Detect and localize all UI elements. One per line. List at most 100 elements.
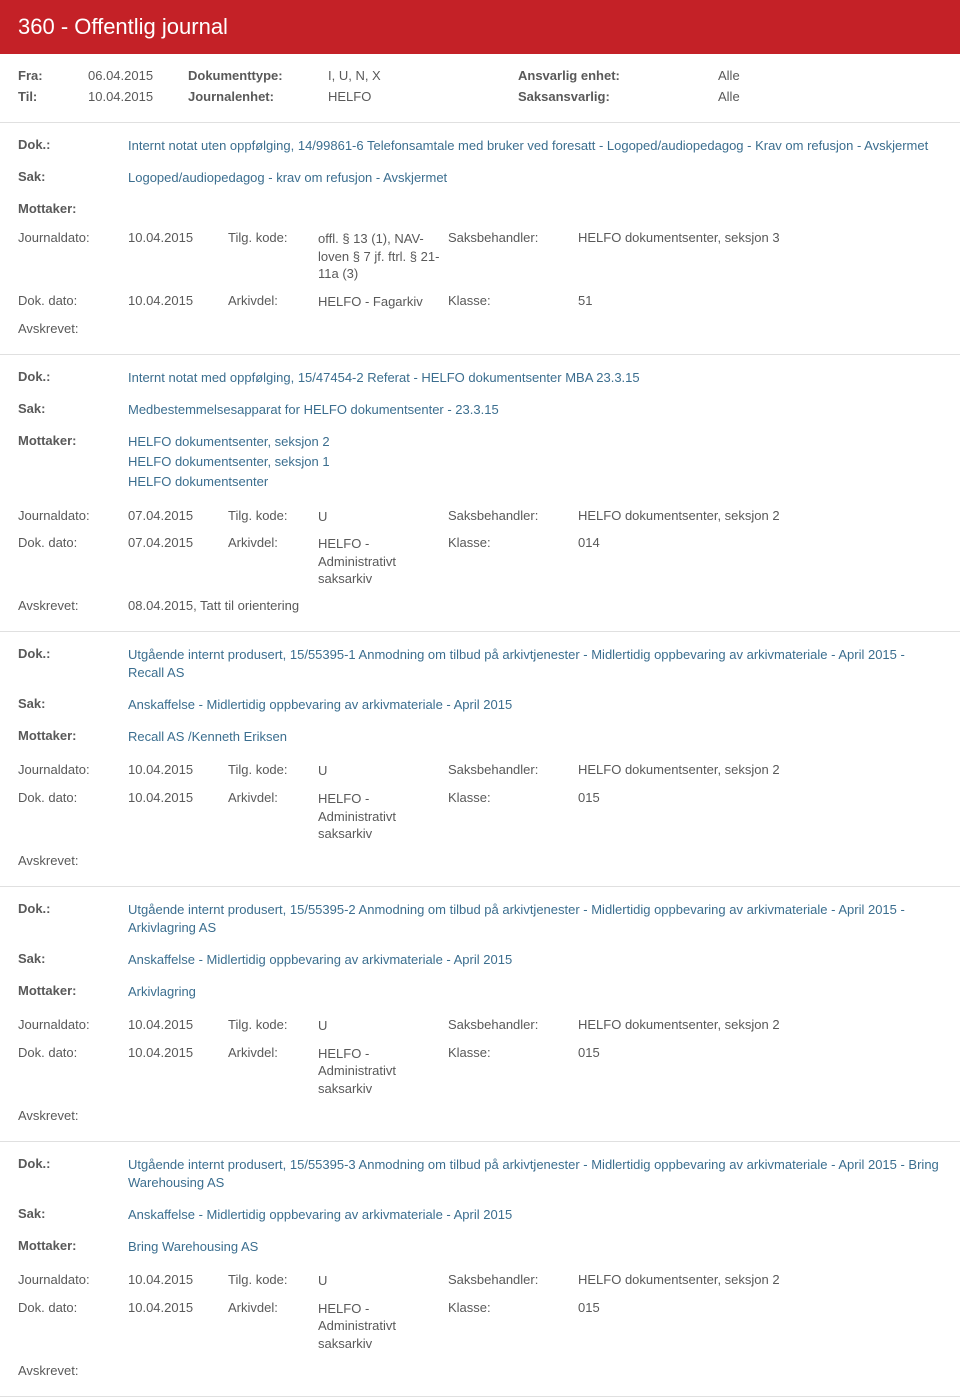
avskrevet-value — [128, 853, 942, 868]
klasse-label: Klasse: — [448, 1300, 578, 1315]
filter-row-2: Til: 10.04.2015 Journalenhet: HELFO Saks… — [18, 89, 942, 104]
mottaker-label: Mottaker: — [18, 201, 128, 216]
filter-saksansvarlig-value: Alle — [718, 89, 942, 104]
journaldato-label: Journaldato: — [18, 762, 128, 777]
avskrevet-value — [128, 1363, 942, 1378]
dokdato-value: 10.04.2015 — [128, 1045, 228, 1060]
avskrevet-label: Avskrevet: — [18, 1363, 128, 1378]
tilgkode-label: Tilg. kode: — [228, 230, 318, 245]
journal-entry: Dok.:Internt notat uten oppfølging, 14/9… — [0, 123, 960, 355]
journaldato-label: Journaldato: — [18, 508, 128, 523]
klasse-label: Klasse: — [448, 293, 578, 308]
sak-value: Logoped/audiopedagog - krav om refusjon … — [128, 169, 942, 187]
mottaker-line: HELFO dokumentsenter — [128, 473, 942, 491]
mottaker-value: Bring Warehousing AS — [128, 1238, 942, 1258]
dok-label: Dok.: — [18, 369, 128, 384]
tilgkode-label: Tilg. kode: — [228, 762, 318, 777]
journal-entry: Dok.:Internt notat med oppfølging, 15/47… — [0, 355, 960, 632]
mottaker-label: Mottaker: — [18, 983, 128, 998]
dok-value: Internt notat med oppfølging, 15/47454-2… — [128, 369, 942, 387]
filter-enhet-value: Alle — [718, 68, 942, 83]
sak-label: Sak: — [18, 1206, 128, 1221]
sak-label: Sak: — [18, 401, 128, 416]
klasse-label: Klasse: — [448, 535, 578, 550]
tilgkode-value: U — [318, 1017, 448, 1035]
filter-journalenhet-label: Journalenhet: — [188, 89, 328, 104]
avskrevet-label: Avskrevet: — [18, 598, 128, 613]
dokdato-label: Dok. dato: — [18, 1045, 128, 1060]
filter-enhet-label: Ansvarlig enhet: — [518, 68, 718, 83]
mottaker-label: Mottaker: — [18, 728, 128, 743]
dok-label: Dok.: — [18, 1156, 128, 1171]
sak-value: Medbestemmelsesapparat for HELFO dokumen… — [128, 401, 942, 419]
mottaker-value: Recall AS /Kenneth Eriksen — [128, 728, 942, 748]
klasse-label: Klasse: — [448, 790, 578, 805]
klasse-value: 014 — [578, 535, 942, 550]
filter-til-value: 10.04.2015 — [88, 89, 188, 104]
mottaker-value: HELFO dokumentsenter, seksjon 2 HELFO dok… — [128, 433, 942, 494]
saksbehandler-label: Saksbehandler: — [448, 1272, 578, 1287]
mottaker-line: HELFO dokumentsenter, seksjon 2 — [128, 433, 942, 451]
avskrevet-label: Avskrevet: — [18, 853, 128, 868]
tilgkode-value: U — [318, 508, 448, 526]
mottaker-label: Mottaker: — [18, 1238, 128, 1253]
sak-label: Sak: — [18, 696, 128, 711]
avskrevet-value — [128, 321, 942, 336]
saksbehandler-label: Saksbehandler: — [448, 1017, 578, 1032]
klasse-value: 015 — [578, 790, 942, 805]
journal-entry: Dok.:Utgående internt produsert, 15/5539… — [0, 632, 960, 887]
mottaker-label: Mottaker: — [18, 433, 128, 448]
journaldato-value: 10.04.2015 — [128, 762, 228, 777]
arkivdel-value: HELFO - Fagarkiv — [318, 293, 448, 311]
dok-value: Utgående internt produsert, 15/55395-3 A… — [128, 1156, 942, 1192]
saksbehandler-label: Saksbehandler: — [448, 230, 578, 245]
sak-value: Anskaffelse - Midlertidig oppbevaring av… — [128, 696, 942, 714]
sak-label: Sak: — [18, 951, 128, 966]
filter-saksansvarlig-label: Saksansvarlig: — [518, 89, 718, 104]
arkivdel-label: Arkivdel: — [228, 535, 318, 550]
dokdato-label: Dok. dato: — [18, 1300, 128, 1315]
journal-entry: Dok.:Utgående internt produsert, 15/5539… — [0, 1142, 960, 1397]
journaldato-label: Journaldato: — [18, 1272, 128, 1287]
journaldato-value: 10.04.2015 — [128, 230, 228, 245]
sak-value: Anskaffelse - Midlertidig oppbevaring av… — [128, 951, 942, 969]
dok-value: Utgående internt produsert, 15/55395-2 A… — [128, 901, 942, 937]
mottaker-line: Arkivlagring — [128, 983, 942, 1001]
dokdato-label: Dok. dato: — [18, 293, 128, 308]
tilgkode-label: Tilg. kode: — [228, 1272, 318, 1287]
journaldato-value: 10.04.2015 — [128, 1017, 228, 1032]
filter-fra-value: 06.04.2015 — [88, 68, 188, 83]
klasse-label: Klasse: — [448, 1045, 578, 1060]
filter-row-1: Fra: 06.04.2015 Dokumenttype: I, U, N, X… — [18, 68, 942, 83]
tilgkode-label: Tilg. kode: — [228, 508, 318, 523]
avskrevet-value: 08.04.2015, Tatt til orientering — [128, 598, 942, 613]
arkivdel-value: HELFO - Administrativt saksarkiv — [318, 535, 448, 588]
sak-value: Anskaffelse - Midlertidig oppbevaring av… — [128, 1206, 942, 1224]
tilgkode-label: Tilg. kode: — [228, 1017, 318, 1032]
dok-label: Dok.: — [18, 646, 128, 661]
dok-value: Utgående internt produsert, 15/55395-1 A… — [128, 646, 942, 682]
arkivdel-label: Arkivdel: — [228, 1300, 318, 1315]
filter-doktype-label: Dokumenttype: — [188, 68, 328, 83]
dok-value: Internt notat uten oppfølging, 14/99861-… — [128, 137, 942, 155]
journaldato-value: 10.04.2015 — [128, 1272, 228, 1287]
journal-entry: Dok.:Utgående internt produsert, 15/5539… — [0, 887, 960, 1142]
saksbehandler-value: HELFO dokumentsenter, seksjon 2 — [578, 508, 942, 523]
saksbehandler-value: HELFO dokumentsenter, seksjon 2 — [578, 762, 942, 777]
journaldato-label: Journaldato: — [18, 1017, 128, 1032]
avskrevet-label: Avskrevet: — [18, 1108, 128, 1123]
filter-fra-label: Fra: — [18, 68, 88, 83]
arkivdel-label: Arkivdel: — [228, 293, 318, 308]
klasse-value: 51 — [578, 293, 942, 308]
saksbehandler-label: Saksbehandler: — [448, 508, 578, 523]
filter-journalenhet-value: HELFO — [328, 89, 518, 104]
saksbehandler-value: HELFO dokumentsenter, seksjon 3 — [578, 230, 942, 245]
arkivdel-value: HELFO - Administrativt saksarkiv — [318, 1045, 448, 1098]
tilgkode-value: U — [318, 762, 448, 780]
dok-label: Dok.: — [18, 901, 128, 916]
dokdato-value: 10.04.2015 — [128, 790, 228, 805]
filter-til-label: Til: — [18, 89, 88, 104]
filter-doktype-value: I, U, N, X — [328, 68, 518, 83]
tilgkode-value: U — [318, 1272, 448, 1290]
dokdato-label: Dok. dato: — [18, 535, 128, 550]
